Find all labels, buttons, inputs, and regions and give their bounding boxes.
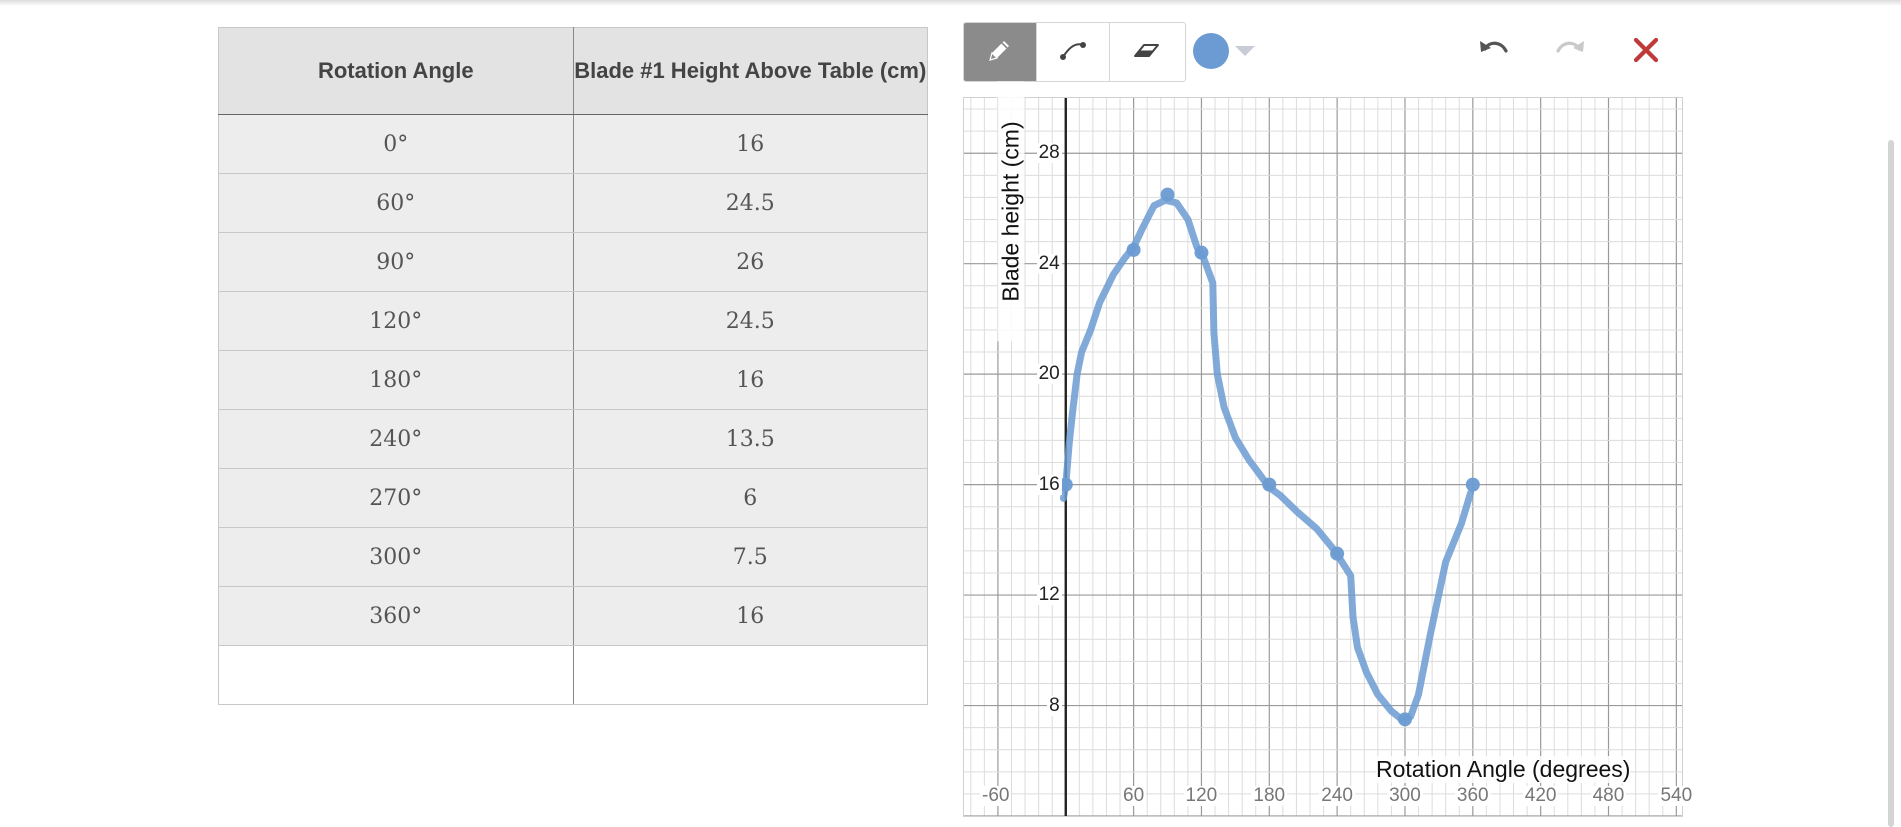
selected-color-swatch — [1193, 33, 1229, 69]
table-cell-height[interactable]: 7.5 — [572, 527, 928, 587]
sketch-curve — [1060, 196, 1475, 723]
sketch-graph[interactable]: -60 60 120 180 240 300 360 420 480 540 8 12 16 20 24 28… — [963, 81, 1695, 817]
data-point — [1194, 245, 1209, 260]
close-button[interactable] — [1626, 34, 1666, 70]
pencil-icon — [985, 35, 1015, 70]
table-row: 120° 24.5 — [218, 291, 928, 351]
table-row: 60° 24.5 — [218, 173, 928, 233]
x-tick-label: 60 — [1121, 785, 1147, 806]
x-tick-label: 360 — [1454, 785, 1491, 806]
x-tick-label: 300 — [1387, 785, 1423, 806]
table-row: 240° 13.5 — [218, 409, 928, 469]
y-tick-label: 24 — [1036, 252, 1062, 274]
redo-icon — [1553, 35, 1587, 70]
column-header-rotation-angle: Rotation Angle — [218, 27, 574, 115]
data-point — [1160, 187, 1175, 202]
top-edge-shadow — [0, 0, 1901, 6]
x-tick-label: 480 — [1590, 785, 1627, 806]
data-point — [1126, 242, 1141, 257]
data-table: Rotation Angle Blade #1 Height Above Tab… — [218, 27, 928, 705]
eraser-tool-button[interactable] — [1110, 23, 1183, 81]
table-cell-angle[interactable]: 0° — [218, 114, 574, 174]
table-row: 90° 26 — [218, 232, 928, 292]
redo-button[interactable] — [1550, 34, 1590, 70]
x-tick-label: 240 — [1319, 785, 1355, 806]
table-row: 270° 6 — [218, 468, 928, 528]
table-row: 180° 16 — [218, 350, 928, 410]
table-cell-height[interactable]: 16 — [572, 114, 928, 174]
eraser-icon — [1131, 35, 1163, 70]
table-cell-angle[interactable]: 120° — [218, 291, 574, 351]
table-cell-height[interactable]: 6 — [572, 468, 928, 528]
table-cell-height[interactable]: 13.5 — [572, 409, 928, 469]
y-tick-label: 8 — [1047, 694, 1062, 716]
undo-icon — [1477, 35, 1511, 70]
x-axis-title: Rotation Angle (degrees) — [1376, 756, 1631, 783]
table-cell-height[interactable]: 16 — [572, 350, 928, 410]
table-cell-angle[interactable]: 270° — [218, 468, 574, 528]
table-cell-angle[interactable]: 60° — [218, 173, 574, 233]
y-tick-label: 20 — [1036, 363, 1062, 385]
x-tick-label: 120 — [1183, 785, 1220, 806]
table-cell-height[interactable]: 24.5 — [572, 291, 928, 351]
table-cell-angle[interactable]: 240° — [218, 409, 574, 469]
x-tick-label: 420 — [1522, 785, 1559, 806]
sketch-toolbar — [963, 22, 1685, 82]
graph-canvas[interactable] — [964, 98, 1682, 816]
undo-button[interactable] — [1474, 34, 1514, 70]
close-icon — [1631, 35, 1661, 70]
table-row: 0° 16 — [218, 114, 928, 174]
table-cell-height[interactable]: 24.5 — [572, 173, 928, 233]
table-cell-angle[interactable]: 90° — [218, 232, 574, 292]
x-tick-label: 180 — [1251, 785, 1288, 806]
line-tool-button[interactable] — [1037, 23, 1110, 81]
table-cell-angle[interactable]: 360° — [218, 586, 574, 646]
table-cell-height[interactable]: 16 — [572, 586, 928, 646]
y-tick-label: 16 — [1036, 473, 1062, 495]
table-cell-angle[interactable]: 180° — [218, 350, 574, 410]
table-cell-angle-empty[interactable] — [218, 645, 574, 705]
table-cell-height[interactable]: 26 — [572, 232, 928, 292]
x-tick-label: 540 — [1658, 785, 1695, 806]
pencil-tool-button[interactable] — [964, 23, 1037, 81]
data-point — [1058, 477, 1073, 492]
table-cell-height-empty[interactable] — [572, 645, 928, 705]
color-picker-dropdown[interactable] — [1193, 30, 1263, 72]
data-point — [1330, 546, 1345, 561]
column-header-blade-height: Blade #1 Height Above Table (cm) — [572, 27, 928, 115]
chevron-down-icon — [1235, 46, 1255, 56]
table-row: 300° 7.5 — [218, 527, 928, 587]
table-cell-angle[interactable]: 300° — [218, 527, 574, 587]
sketch-tool-group — [963, 22, 1186, 82]
y-axis-title: Blade height (cm) — [997, 81, 1025, 342]
table-row-empty — [218, 645, 928, 705]
data-point — [1262, 477, 1277, 492]
data-point — [1465, 477, 1480, 492]
data-point — [1397, 712, 1412, 727]
table-header-row: Rotation Angle Blade #1 Height Above Tab… — [218, 27, 928, 115]
x-tick-label: -60 — [980, 785, 1012, 806]
y-tick-label: 28 — [1036, 142, 1062, 164]
table-row: 360° 16 — [218, 586, 928, 646]
page-scrollbar[interactable] — [1888, 140, 1894, 827]
y-tick-label: 12 — [1036, 584, 1062, 606]
line-icon — [1058, 35, 1088, 70]
